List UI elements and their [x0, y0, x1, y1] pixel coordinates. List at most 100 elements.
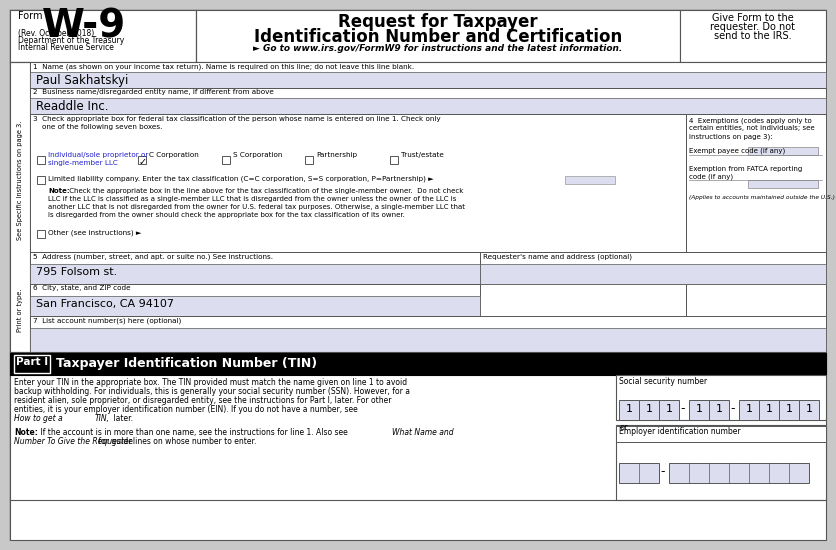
Bar — [739, 400, 759, 420]
Bar — [37, 230, 45, 238]
Bar — [30, 252, 480, 284]
Bar — [138, 156, 146, 164]
Bar — [30, 284, 480, 316]
Text: 1: 1 — [625, 404, 633, 414]
Text: How to get a: How to get a — [14, 414, 63, 423]
Text: 795 Folsom st.: 795 Folsom st. — [36, 267, 117, 277]
Bar — [565, 176, 615, 184]
Text: LLC if the LLC is classified as a single-member LLC that is disregarded from the: LLC if the LLC is classified as a single… — [48, 196, 456, 202]
Text: backup withholding. For individuals, this is generally your social security numb: backup withholding. For individuals, thi… — [14, 387, 410, 396]
Text: C Corporation: C Corporation — [149, 152, 199, 158]
Text: Part I: Part I — [16, 357, 48, 367]
Bar — [222, 156, 230, 164]
Bar — [30, 88, 826, 114]
Bar — [779, 400, 799, 420]
Bar — [30, 114, 686, 352]
Bar — [680, 10, 826, 62]
Text: Exempt payee code (if any): Exempt payee code (if any) — [689, 148, 785, 155]
Text: Department of the Treasury: Department of the Treasury — [18, 36, 125, 45]
Text: If the account is in more than one name, see the instructions for line 1. Also s: If the account is in more than one name,… — [38, 428, 348, 437]
Bar — [669, 463, 809, 483]
Text: ✓: ✓ — [139, 157, 146, 167]
Text: Social security number: Social security number — [619, 377, 707, 386]
Bar — [616, 425, 826, 500]
Bar — [37, 156, 45, 164]
Text: Exemption from FATCA reporting: Exemption from FATCA reporting — [689, 166, 803, 172]
Bar — [10, 62, 30, 352]
Bar — [30, 98, 826, 114]
Text: Form: Form — [18, 11, 43, 21]
Text: 3  Check appropriate box for federal tax classification of the person whose name: 3 Check appropriate box for federal tax … — [33, 116, 441, 122]
Text: 1: 1 — [786, 404, 793, 414]
Text: single-member LLC: single-member LLC — [48, 160, 118, 166]
Text: San Francisco, CA 94107: San Francisco, CA 94107 — [36, 299, 174, 309]
Text: Readdle Inc.: Readdle Inc. — [36, 100, 109, 113]
Bar — [659, 400, 679, 420]
Bar — [686, 114, 826, 352]
Text: Note:: Note: — [14, 428, 38, 437]
Bar — [616, 375, 826, 420]
Text: 2  Business name/disregarded entity name, if different from above: 2 Business name/disregarded entity name,… — [33, 89, 274, 95]
Bar — [619, 463, 659, 483]
Text: 4  Exemptions (codes apply only to: 4 Exemptions (codes apply only to — [689, 117, 812, 124]
Text: See Specific Instructions on page 3.: See Specific Instructions on page 3. — [17, 120, 23, 240]
Text: (Rev. October 2018): (Rev. October 2018) — [18, 29, 94, 38]
Text: 1: 1 — [665, 404, 672, 414]
Text: code (if any): code (if any) — [689, 174, 733, 180]
Bar — [30, 328, 826, 352]
Text: Partnership: Partnership — [316, 152, 357, 158]
Bar — [480, 264, 826, 284]
Bar — [14, 355, 50, 373]
Text: Give Form to the: Give Form to the — [712, 13, 794, 23]
Text: entities, it is your employer identification number (EIN). If you do not have a : entities, it is your employer identifica… — [14, 405, 358, 414]
Text: for guidelines on whose number to enter.: for guidelines on whose number to enter. — [96, 437, 257, 446]
Text: Requester's name and address (optional): Requester's name and address (optional) — [483, 253, 632, 260]
Bar — [30, 62, 826, 88]
Text: 1: 1 — [696, 404, 702, 414]
Text: Employer identification number: Employer identification number — [619, 427, 741, 436]
Text: Internal Revenue Service: Internal Revenue Service — [18, 43, 114, 52]
Text: Identification Number and Certification: Identification Number and Certification — [254, 28, 622, 46]
Text: later.: later. — [111, 414, 133, 423]
Text: is disregarded from the owner should check the appropriate box for the tax class: is disregarded from the owner should che… — [48, 212, 405, 218]
Text: instructions on page 3):: instructions on page 3): — [689, 133, 772, 140]
Bar — [390, 156, 398, 164]
Bar — [305, 156, 313, 164]
Text: Note:: Note: — [48, 188, 69, 194]
Bar — [10, 10, 196, 62]
Bar — [748, 147, 818, 155]
Text: Limited liability company. Enter the tax classification (C=C corporation, S=S co: Limited liability company. Enter the tax… — [48, 176, 434, 183]
Text: 1: 1 — [766, 404, 772, 414]
Bar — [480, 252, 826, 284]
Text: 1: 1 — [645, 404, 653, 414]
Text: 1: 1 — [716, 404, 722, 414]
Text: send to the IRS.: send to the IRS. — [714, 31, 792, 41]
Bar — [10, 352, 826, 540]
Text: W-9: W-9 — [42, 7, 126, 45]
Bar — [689, 400, 709, 420]
Text: Enter your TIN in the appropriate box. The TIN provided must match the name give: Enter your TIN in the appropriate box. T… — [14, 378, 407, 387]
Text: another LLC that is not disregarded from the owner for U.S. federal tax purposes: another LLC that is not disregarded from… — [48, 204, 465, 210]
Bar — [799, 400, 819, 420]
Text: Check the appropriate box in the line above for the tax classification of the si: Check the appropriate box in the line ab… — [67, 188, 463, 194]
Text: -: - — [730, 403, 735, 415]
Bar — [748, 180, 818, 188]
Text: certain entities, not individuals; see: certain entities, not individuals; see — [689, 125, 814, 131]
Bar — [196, 10, 680, 62]
Bar — [30, 316, 826, 352]
Text: Number To Give the Requester: Number To Give the Requester — [14, 437, 132, 446]
Text: 6  City, state, and ZIP code: 6 City, state, and ZIP code — [33, 285, 130, 291]
Text: Taxpayer Identification Number (TIN): Taxpayer Identification Number (TIN) — [56, 357, 317, 370]
Bar — [30, 296, 480, 316]
Text: Other (see instructions) ►: Other (see instructions) ► — [48, 230, 141, 236]
Bar — [709, 400, 729, 420]
Text: What Name and: What Name and — [392, 428, 454, 437]
Text: 1: 1 — [806, 404, 813, 414]
Bar — [10, 353, 826, 375]
Text: (Applies to accounts maintained outside the U.S.): (Applies to accounts maintained outside … — [689, 195, 835, 200]
Text: requester. Do not: requester. Do not — [711, 22, 796, 32]
Text: 5  Address (number, street, and apt. or suite no.) See instructions.: 5 Address (number, street, and apt. or s… — [33, 253, 273, 260]
Text: S Corporation: S Corporation — [233, 152, 283, 158]
Bar — [616, 426, 826, 442]
Bar — [759, 400, 779, 420]
